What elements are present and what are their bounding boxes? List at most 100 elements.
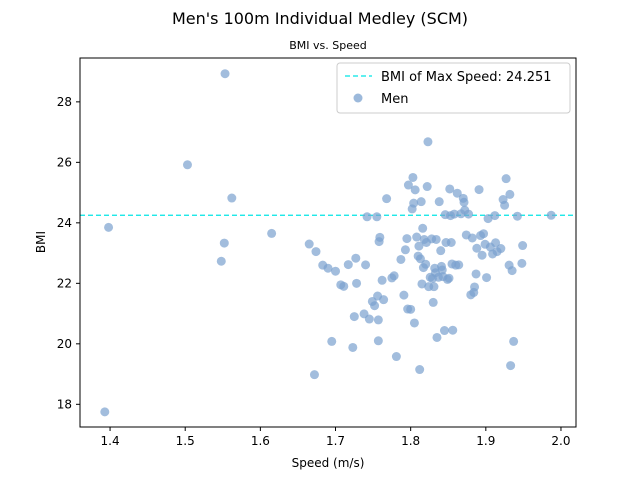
chart-subtitle: BMI vs. Speed xyxy=(289,39,367,52)
data-point xyxy=(415,365,425,375)
data-point xyxy=(470,282,480,292)
data-point xyxy=(421,259,431,269)
y-tick-label: 24 xyxy=(57,216,72,230)
data-point xyxy=(491,238,501,248)
data-point xyxy=(409,318,419,328)
data-point xyxy=(409,198,419,208)
data-point xyxy=(501,174,511,184)
data-points xyxy=(100,69,556,417)
data-point xyxy=(449,209,459,219)
data-point xyxy=(482,273,492,283)
data-point xyxy=(448,325,458,335)
data-point xyxy=(428,297,438,307)
data-point xyxy=(496,244,506,254)
data-point xyxy=(400,245,410,255)
data-point xyxy=(414,241,424,251)
data-point xyxy=(471,269,481,279)
x-tick-label: 1.5 xyxy=(176,434,195,448)
data-point xyxy=(327,336,337,346)
legend-men-swatch xyxy=(353,93,363,103)
data-point xyxy=(474,185,484,195)
data-point xyxy=(467,233,477,243)
data-point xyxy=(452,188,462,198)
x-tick-label: 1.6 xyxy=(251,434,270,448)
data-point xyxy=(434,197,444,207)
data-point xyxy=(403,180,413,190)
data-point xyxy=(375,232,385,242)
data-point xyxy=(408,172,418,182)
data-point xyxy=(309,370,319,380)
data-point xyxy=(267,228,277,238)
data-point xyxy=(364,314,374,324)
legend-box xyxy=(336,62,571,114)
data-point xyxy=(506,361,516,371)
data-point xyxy=(517,258,527,268)
data-point xyxy=(445,184,455,194)
y-tick-label: 20 xyxy=(57,337,72,351)
data-point xyxy=(444,273,454,283)
y-tick-label: 26 xyxy=(57,155,72,169)
data-point xyxy=(323,263,333,273)
data-point xyxy=(505,189,515,199)
data-point xyxy=(182,160,192,170)
data-point xyxy=(389,271,399,281)
data-point xyxy=(343,260,353,270)
data-point xyxy=(362,212,372,222)
data-point xyxy=(454,260,464,270)
data-point xyxy=(416,197,426,207)
chart-title: Men's 100m Individual Medley (SCM) xyxy=(172,9,468,28)
data-point xyxy=(459,197,469,207)
data-point xyxy=(372,212,382,222)
legend-reference-label: BMI of Max Speed: 24.251 xyxy=(381,70,552,85)
data-point xyxy=(351,253,361,263)
x-tick-label: 1.4 xyxy=(101,434,120,448)
y-axis: 18 20 22 24 26 28 xyxy=(57,95,80,411)
data-point xyxy=(379,295,389,305)
data-point xyxy=(216,256,226,266)
data-point xyxy=(382,194,392,204)
data-point xyxy=(483,214,493,224)
data-point xyxy=(417,279,427,289)
data-point xyxy=(304,239,314,249)
data-point xyxy=(349,312,359,322)
data-point xyxy=(436,246,446,256)
y-axis-label: BMI xyxy=(34,231,48,253)
x-axis-label: Speed (m/s) xyxy=(292,456,365,470)
data-point xyxy=(402,234,412,244)
data-point xyxy=(509,336,519,346)
data-point xyxy=(219,238,229,248)
data-point xyxy=(439,326,449,336)
data-point xyxy=(518,241,528,251)
plot-area xyxy=(79,57,577,428)
data-point xyxy=(423,137,433,147)
data-point xyxy=(227,193,237,203)
data-point xyxy=(431,234,441,244)
data-point xyxy=(490,211,500,221)
data-point xyxy=(391,352,401,362)
data-point xyxy=(406,304,416,314)
data-point xyxy=(422,182,432,192)
data-point xyxy=(373,336,383,346)
data-point xyxy=(500,200,510,210)
x-tick-label: 1.9 xyxy=(476,434,495,448)
data-point xyxy=(339,281,349,291)
data-point xyxy=(429,282,439,292)
data-point xyxy=(507,266,517,276)
y-tick-label: 28 xyxy=(57,95,72,109)
data-point xyxy=(432,332,442,342)
y-tick-label: 22 xyxy=(57,276,72,290)
data-point xyxy=(412,232,422,242)
data-point xyxy=(464,209,474,219)
x-tick-label: 2.0 xyxy=(551,434,570,448)
data-point xyxy=(418,223,428,233)
data-point xyxy=(373,315,383,325)
data-point xyxy=(377,275,387,285)
data-point xyxy=(512,211,522,221)
data-point xyxy=(399,290,409,300)
x-tick-label: 1.8 xyxy=(401,434,420,448)
legend-men-label: Men xyxy=(381,92,408,107)
data-point xyxy=(370,301,380,311)
y-tick-label: 18 xyxy=(57,397,72,411)
data-point xyxy=(472,243,482,253)
